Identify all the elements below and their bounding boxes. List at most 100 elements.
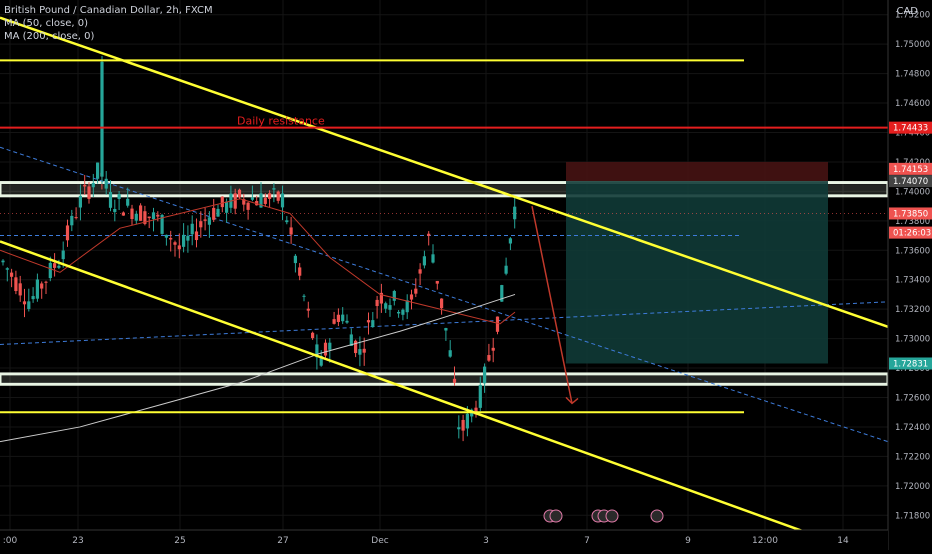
price-tick-label: 1.72000 bbox=[895, 482, 930, 492]
candle-body bbox=[233, 193, 237, 209]
candle-body bbox=[87, 186, 91, 199]
dashed-line bbox=[0, 146, 889, 443]
candle-body bbox=[212, 207, 216, 220]
ma200-legend[interactable]: MA (200, close, 0) bbox=[4, 31, 95, 42]
candle-body bbox=[268, 193, 272, 199]
ma50-legend[interactable]: MA (50, close, 0) bbox=[4, 18, 89, 29]
candle-body bbox=[225, 201, 229, 213]
candle-body bbox=[452, 378, 457, 383]
candle-body bbox=[418, 269, 422, 274]
time-tick-label: Dec bbox=[371, 536, 388, 546]
time-tick-label: 23 bbox=[72, 536, 83, 546]
candle-body bbox=[126, 198, 130, 206]
candle-body bbox=[289, 227, 293, 235]
candle-body bbox=[18, 283, 22, 296]
candle-body bbox=[414, 288, 418, 294]
symbol-title[interactable]: British Pound / Canadian Dollar, 2h, FXC… bbox=[4, 5, 213, 16]
candle-body bbox=[444, 328, 448, 331]
price-tick-label: 1.72200 bbox=[895, 452, 930, 462]
candle-body bbox=[401, 309, 405, 315]
candle-body bbox=[298, 267, 302, 276]
candle-body bbox=[392, 291, 396, 301]
candle-body bbox=[345, 320, 349, 323]
candle-body bbox=[293, 255, 297, 264]
time-tick-label: 25 bbox=[174, 536, 185, 546]
price-tag-label: 1.74433 bbox=[893, 124, 928, 134]
candle-body bbox=[259, 193, 263, 208]
candle-body bbox=[315, 344, 319, 358]
price-tick-label: 1.75000 bbox=[895, 40, 930, 50]
candle-body bbox=[302, 295, 306, 297]
candle-body bbox=[397, 311, 401, 314]
candle-body bbox=[250, 197, 254, 200]
candle-body bbox=[242, 199, 246, 205]
candle-body bbox=[371, 320, 375, 327]
candle-body bbox=[1, 260, 5, 263]
candle-body bbox=[349, 334, 353, 346]
price-tick-label: 1.74600 bbox=[895, 99, 930, 109]
candle-body bbox=[164, 234, 168, 238]
candle-body bbox=[48, 262, 52, 279]
price-tag bbox=[889, 162, 932, 175]
candle-body bbox=[156, 214, 160, 217]
price-tick-label: 1.73400 bbox=[895, 276, 930, 286]
candle-body bbox=[190, 223, 194, 235]
price-tag-label: 1.73850 bbox=[893, 209, 928, 219]
candle-body bbox=[134, 213, 138, 221]
candle-body bbox=[216, 208, 220, 217]
candle-body bbox=[78, 195, 82, 208]
price-tag bbox=[889, 121, 932, 134]
candle-body bbox=[100, 61, 104, 177]
candle-body bbox=[366, 320, 371, 323]
candle-body bbox=[465, 413, 469, 429]
candle-body bbox=[375, 299, 379, 307]
candle-body bbox=[379, 292, 383, 304]
candle-body bbox=[186, 235, 190, 241]
price-tick-label: 1.75200 bbox=[895, 11, 930, 21]
event-icon bbox=[549, 509, 563, 523]
candle-body bbox=[40, 283, 44, 289]
time-tick-label: 3 bbox=[483, 536, 489, 546]
candle-body bbox=[27, 301, 31, 309]
candle-body bbox=[169, 238, 173, 240]
price-tick-label: 1.72600 bbox=[895, 394, 930, 404]
candle-body bbox=[53, 263, 57, 268]
candle-body bbox=[14, 277, 18, 292]
candle-body bbox=[285, 220, 289, 223]
candle-body bbox=[117, 194, 121, 199]
price-tag bbox=[889, 207, 932, 220]
candle-body bbox=[194, 231, 199, 241]
price-tick-label: 1.73800 bbox=[895, 217, 930, 227]
candle-body bbox=[203, 219, 207, 221]
candle-body bbox=[61, 250, 65, 260]
candle-body bbox=[362, 348, 366, 353]
time-axis bbox=[0, 530, 888, 550]
price-tag-label: 1.74070 bbox=[893, 177, 928, 187]
candle-body bbox=[474, 407, 478, 415]
candle-body bbox=[104, 178, 108, 189]
candle-body bbox=[427, 233, 431, 236]
candle-body bbox=[272, 188, 276, 190]
candle-body bbox=[332, 319, 336, 324]
candle-body bbox=[139, 205, 143, 221]
candle-body bbox=[220, 196, 224, 208]
candle-body bbox=[336, 314, 340, 322]
candle-body bbox=[354, 340, 358, 354]
down-arrow-line bbox=[531, 205, 573, 404]
lower-channel-line bbox=[0, 240, 821, 539]
candle-body bbox=[65, 225, 70, 241]
candle-body bbox=[160, 214, 164, 234]
ma200-line bbox=[0, 293, 516, 443]
candle-body bbox=[478, 384, 482, 408]
candle-body bbox=[508, 238, 512, 244]
candle-body bbox=[147, 216, 151, 219]
candle-body bbox=[113, 209, 117, 213]
time-tick-label: 14 bbox=[837, 536, 849, 546]
price-tag-label: 1.74153 bbox=[893, 165, 928, 175]
candle-body bbox=[306, 308, 310, 311]
candle-body bbox=[57, 265, 61, 268]
candle-body bbox=[182, 234, 186, 247]
daily-resistance-label: Daily resistance bbox=[237, 115, 325, 128]
